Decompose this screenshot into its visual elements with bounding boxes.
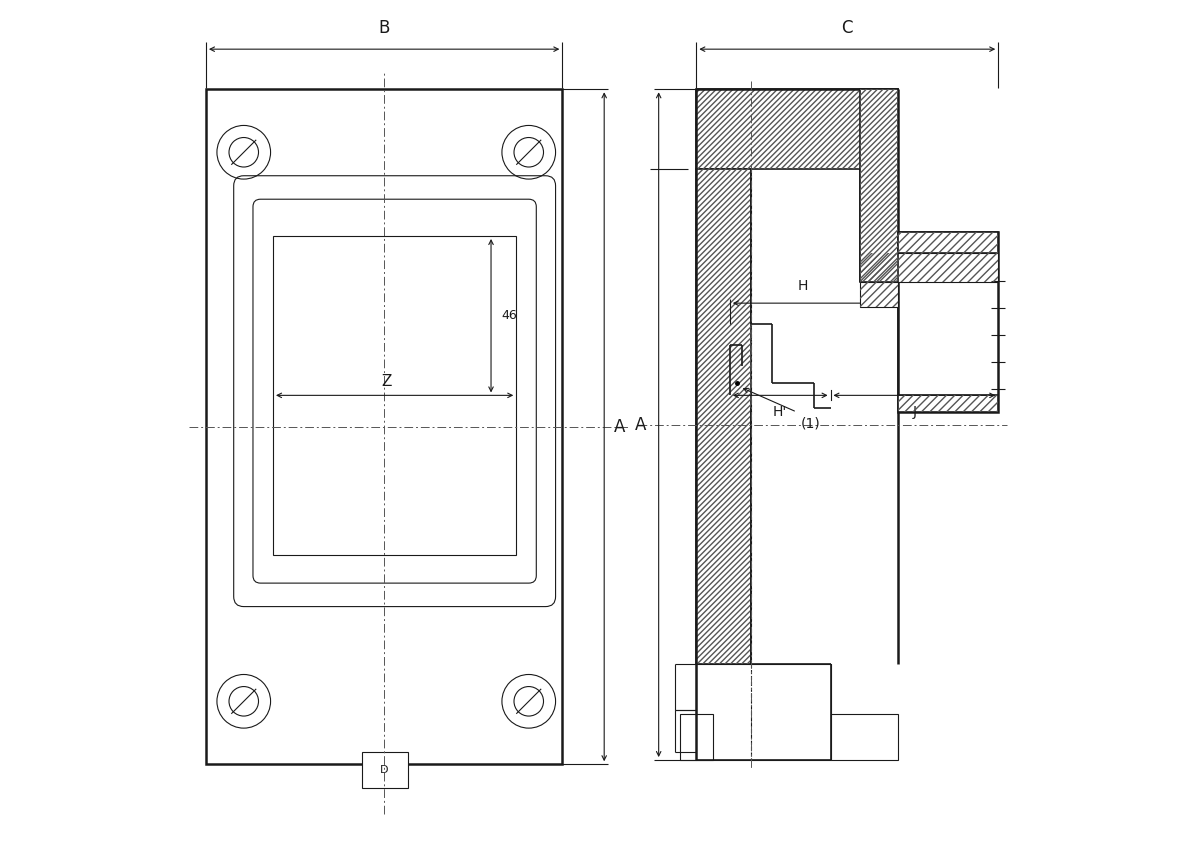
Bar xyxy=(860,89,898,283)
Bar xyxy=(860,253,998,283)
Bar xyxy=(274,236,516,554)
Bar xyxy=(898,395,998,412)
Bar xyxy=(206,89,563,764)
Bar xyxy=(696,89,898,169)
Bar xyxy=(898,232,998,412)
Bar xyxy=(830,714,898,760)
Bar xyxy=(898,395,998,412)
Text: H': H' xyxy=(773,405,787,420)
Bar xyxy=(361,753,408,788)
Bar xyxy=(860,89,898,283)
Text: (1): (1) xyxy=(802,416,821,431)
Bar xyxy=(898,253,998,395)
Text: B: B xyxy=(378,19,390,37)
Bar xyxy=(696,169,751,664)
Text: A: A xyxy=(635,415,646,434)
Bar xyxy=(860,253,998,283)
Text: J: J xyxy=(912,405,917,420)
FancyBboxPatch shape xyxy=(253,199,536,583)
Bar xyxy=(860,283,898,307)
Bar xyxy=(898,232,998,253)
Text: A: A xyxy=(614,418,625,436)
Bar xyxy=(679,714,713,760)
Bar xyxy=(860,89,898,283)
Text: 46: 46 xyxy=(502,309,517,322)
Text: C: C xyxy=(841,19,853,37)
FancyBboxPatch shape xyxy=(234,176,556,606)
Bar xyxy=(860,283,898,307)
Bar xyxy=(898,232,998,253)
Text: D: D xyxy=(380,765,389,775)
Bar xyxy=(751,169,898,664)
Bar xyxy=(696,169,751,664)
Bar xyxy=(696,664,830,760)
Text: H: H xyxy=(798,279,809,294)
Bar xyxy=(696,89,898,169)
Text: Z: Z xyxy=(382,373,391,389)
